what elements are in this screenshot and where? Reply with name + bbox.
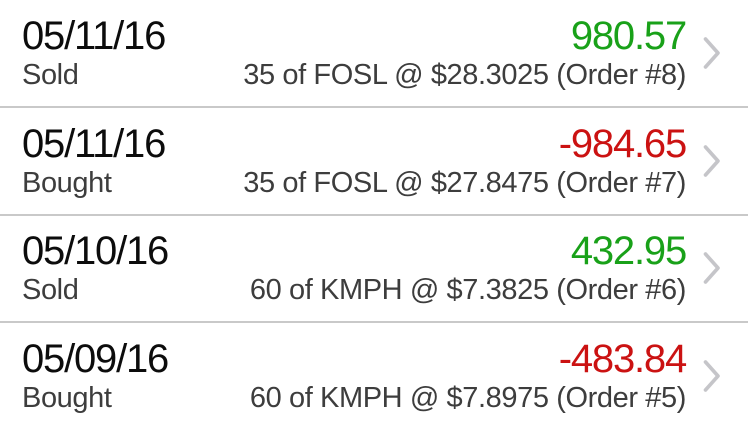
transaction-amount: 432.95 [570,229,687,274]
transaction-row[interactable]: 05/09/16 Bought -483.84 60 of KMPH @ $7.… [0,321,748,429]
transaction-amount: 980.57 [570,13,687,58]
transaction-row[interactable]: 05/11/16 Sold 980.57 35 of FOSL @ $28.30… [0,0,748,106]
transaction-left-column: 05/11/16 Sold [22,13,166,91]
transaction-type: Bought [22,166,112,199]
transaction-date: 05/10/16 [22,229,169,274]
chevron-right-icon [702,33,722,73]
transaction-detail: 35 of FOSL @ $27.8475 (Order #7) [243,166,686,199]
transaction-row[interactable]: 05/11/16 Bought -984.65 35 of FOSL @ $27… [0,105,748,214]
transaction-date: 05/11/16 [22,13,166,58]
transaction-amount: -483.84 [558,337,687,382]
transaction-right-column: 432.95 60 of KMPH @ $7.3825 (Order #6) [249,229,687,307]
transaction-detail: 35 of FOSL @ $28.3025 (Order #8) [243,58,686,91]
transaction-type: Sold [22,274,79,307]
transaction-row[interactable]: 05/10/16 Sold 432.95 60 of KMPH @ $7.382… [0,213,748,322]
transaction-right-column: 980.57 35 of FOSL @ $28.3025 (Order #8) [243,13,687,91]
transaction-right-column: -483.84 60 of KMPH @ $7.8975 (Order #5) [249,337,687,415]
transaction-left-column: 05/10/16 Sold [22,229,169,307]
transaction-amount: -984.65 [558,121,687,166]
chevron-right-icon [702,248,722,288]
transaction-type: Bought [22,382,112,415]
transaction-date: 05/09/16 [22,337,169,382]
transaction-right-column: -984.65 35 of FOSL @ $27.8475 (Order #7) [243,121,687,199]
transaction-detail: 60 of KMPH @ $7.3825 (Order #6) [249,274,687,307]
chevron-right-icon [702,141,722,181]
chevron-right-icon [702,356,722,396]
transaction-detail: 60 of KMPH @ $7.8975 (Order #5) [249,382,687,415]
transaction-date: 05/11/16 [22,121,166,166]
transaction-left-column: 05/09/16 Bought [22,337,169,415]
transaction-type: Sold [22,58,79,91]
transaction-left-column: 05/11/16 Bought [22,121,166,199]
